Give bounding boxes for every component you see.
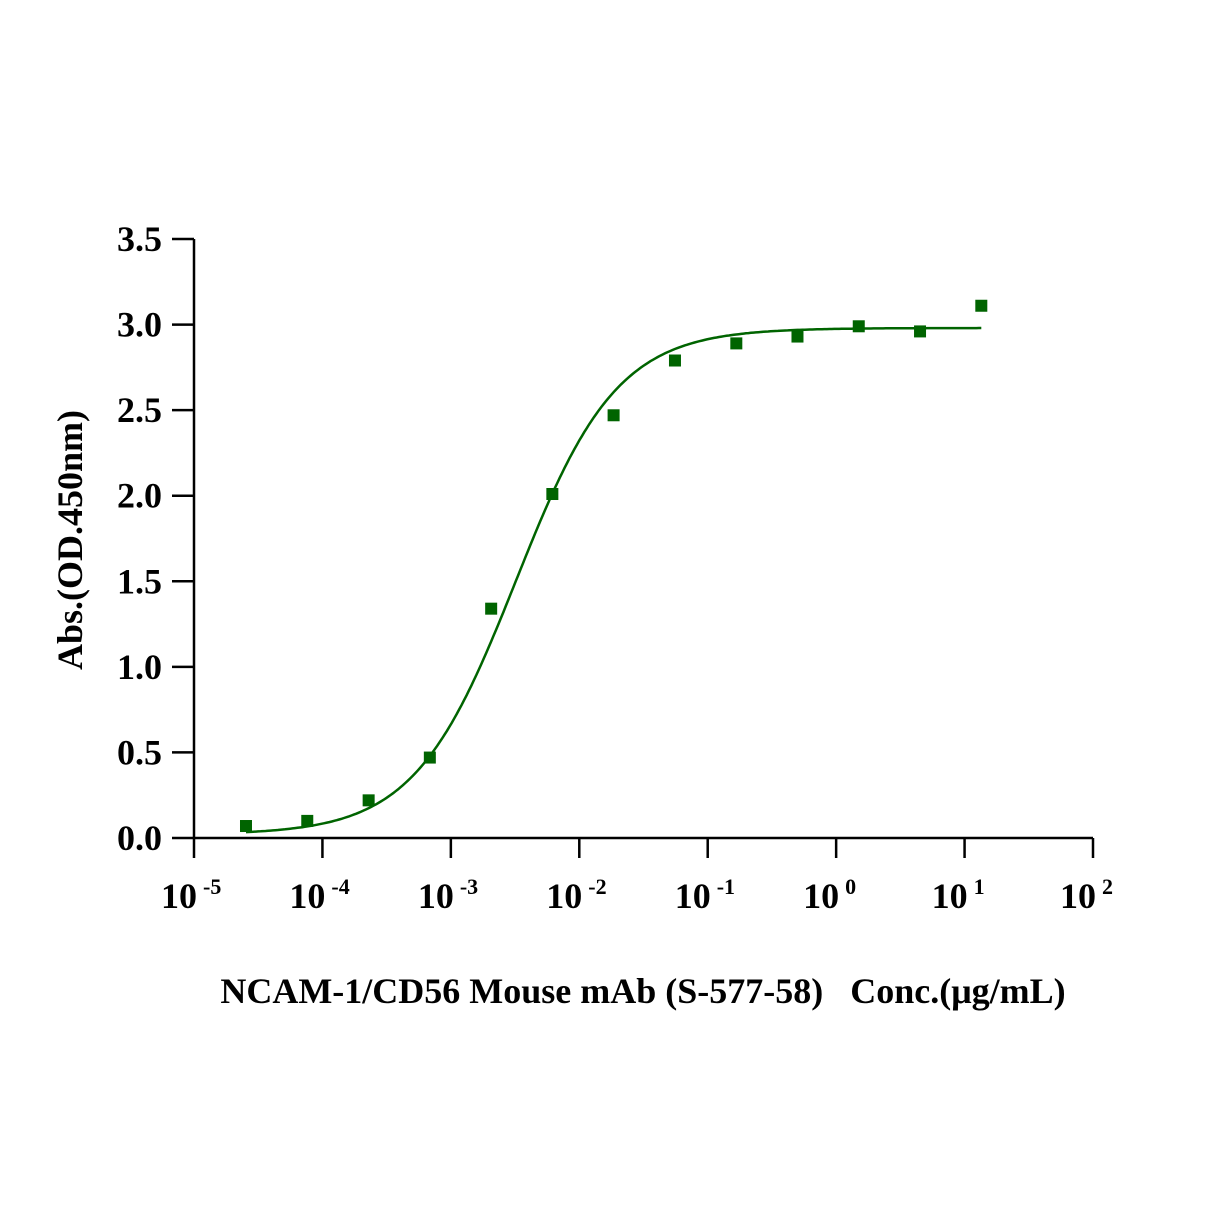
y-tick-label: 3.5 [117,219,162,259]
axes: 0.0 0.5 1.0 1.5 2.0 2.5 3.0 3.5 10 -5 10 -4 10 -3 10 -2… [117,219,1113,916]
x-tick-label: 10 0 [803,874,856,916]
data-point [362,794,375,807]
fit-curve [245,326,982,834]
x-tick-label: 10 -3 [418,874,478,916]
x-tick-label: 10 -2 [546,874,606,916]
y-tick-label: 2.0 [117,476,162,516]
data-point [485,602,498,615]
y-tick-label: 3.0 [117,305,162,345]
x-tick-label: 10 2 [1060,874,1113,916]
y-tick-label: 0.5 [117,732,162,772]
x-axis-label: NCAM-1/CD56 Mouse mAb (S-577-58) Conc.(μ… [220,971,1065,1011]
data-point [791,330,804,343]
y-axis-label: Abs.(OD.450nm) [50,410,90,670]
y-tick-label: 0.0 [117,818,162,858]
data-point [301,814,314,827]
x-tick-label: 10 -4 [289,874,349,916]
y-tick-label: 1.0 [117,647,162,687]
data-point [730,337,743,350]
data-point [852,320,865,333]
x-tick-label: 10 -1 [675,874,735,916]
data-point [239,820,252,833]
y-tick-label: 2.5 [117,390,162,430]
x-tick-label: 10 1 [932,874,985,916]
fit-curve-group [245,326,982,834]
data-point [607,409,620,422]
data-points [239,299,988,833]
data-point [975,299,988,312]
x-tick-label: 10 -5 [161,874,221,916]
data-point [668,354,681,367]
data-point [914,325,927,338]
data-point [423,751,436,764]
data-point [546,488,559,501]
y-tick-label: 1.5 [117,561,162,601]
